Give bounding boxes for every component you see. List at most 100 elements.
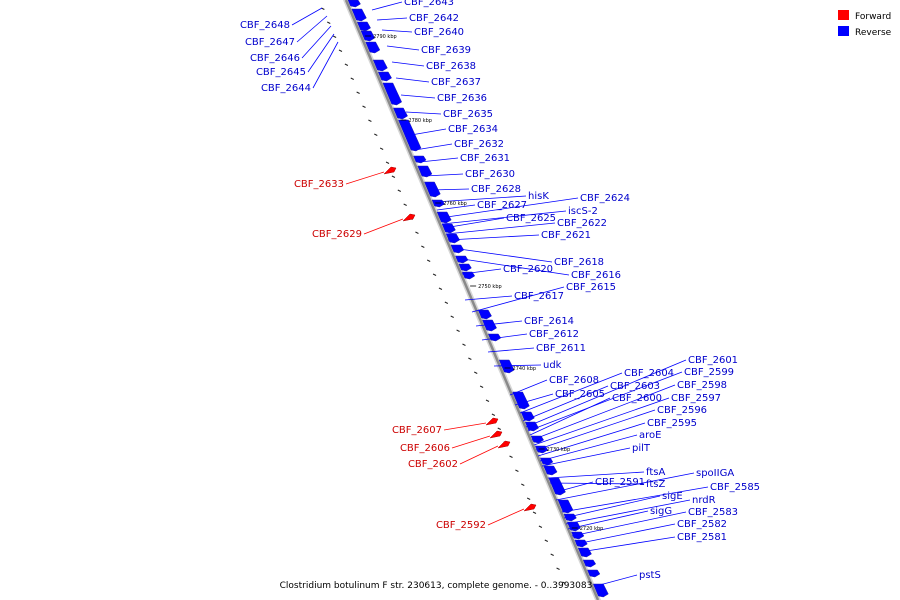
reverse-gene-label[interactable]: aroE xyxy=(639,430,661,441)
reverse-gene-block[interactable] xyxy=(512,391,530,410)
forward-gene-arrow[interactable] xyxy=(402,213,416,222)
reverse-gene-block[interactable] xyxy=(498,359,515,374)
reverse-gene-label[interactable]: ftsZ xyxy=(646,479,665,490)
reverse-gene-block[interactable] xyxy=(574,539,588,548)
forward-gene-arrow[interactable] xyxy=(485,417,499,426)
reverse-gene-label[interactable]: CBF_2647 xyxy=(245,37,295,48)
reverse-gene-label[interactable]: pilT xyxy=(632,443,651,454)
reverse-gene-label[interactable]: CBF_2621 xyxy=(541,230,591,241)
reverse-gene-block[interactable] xyxy=(356,21,371,32)
reverse-gene-label[interactable]: CBF_2648 xyxy=(240,20,290,31)
reverse-gene-block[interactable] xyxy=(557,499,574,514)
reverse-gene-label[interactable]: CBF_2639 xyxy=(421,45,471,56)
reverse-gene-label[interactable]: CBF_2644 xyxy=(261,83,311,94)
reverse-gene-label[interactable]: CBF_2632 xyxy=(454,139,504,150)
reverse-gene-label[interactable]: udk xyxy=(543,360,562,371)
reverse-gene-label[interactable]: CBF_2604 xyxy=(624,368,674,379)
reverse-gene-label[interactable]: iscS-2 xyxy=(568,206,598,217)
reverse-gene-block[interactable] xyxy=(365,41,381,54)
reverse-gene-label[interactable]: CBF_2597 xyxy=(671,393,721,404)
reverse-gene-label[interactable]: CBF_2581 xyxy=(677,532,727,543)
reverse-gene-block[interactable] xyxy=(347,0,361,8)
reverse-gene-label[interactable]: CBF_2627 xyxy=(477,200,527,211)
reverse-gene-label[interactable]: spoIIGA xyxy=(696,468,734,479)
reverse-gene-block[interactable] xyxy=(592,583,609,598)
forward-gene-arrow[interactable] xyxy=(489,430,503,439)
reverse-gene-block[interactable] xyxy=(382,82,403,106)
reverse-gene-block[interactable] xyxy=(587,569,601,578)
reverse-gene-block[interactable] xyxy=(530,435,544,444)
forward-gene-label[interactable]: CBF_2607 xyxy=(392,425,442,436)
reverse-gene-label[interactable]: CBF_2620 xyxy=(503,264,553,275)
forward-gene-label[interactable]: CBF_2629 xyxy=(312,229,362,240)
reverse-gene-label[interactable]: CBF_2612 xyxy=(529,329,579,340)
forward-gene-label[interactable]: CBF_2602 xyxy=(408,459,458,470)
reverse-gene-block[interactable] xyxy=(520,411,535,422)
reverse-gene-label[interactable]: CBF_2595 xyxy=(647,418,697,429)
reverse-gene-label[interactable]: CBF_2596 xyxy=(657,405,707,416)
reverse-gene-block[interactable] xyxy=(377,71,392,82)
reverse-gene-block[interactable] xyxy=(351,8,367,22)
forward-gene-label[interactable]: CBF_2606 xyxy=(400,443,450,454)
reverse-gene-block[interactable] xyxy=(524,421,539,432)
reverse-gene-label[interactable]: CBF_2598 xyxy=(677,380,727,391)
reverse-gene-label[interactable]: CBF_2583 xyxy=(688,507,738,518)
reverse-gene-label[interactable]: hisK xyxy=(528,191,549,202)
reverse-gene-label[interactable]: CBF_2600 xyxy=(612,393,662,404)
reverse-gene-label[interactable]: CBF_2618 xyxy=(554,257,604,268)
reverse-gene-label[interactable]: CBF_2585 xyxy=(710,482,760,493)
reverse-gene-label[interactable]: CBF_2617 xyxy=(514,291,564,302)
forward-gene-label[interactable]: CBF_2633 xyxy=(294,179,344,190)
reverse-gene-label[interactable]: ftsA xyxy=(646,467,665,478)
reverse-gene-label[interactable]: CBF_2615 xyxy=(566,282,616,293)
reverse-gene-label[interactable]: CBF_2625 xyxy=(506,213,556,224)
reverse-gene-block[interactable] xyxy=(372,59,388,72)
reverse-gene-label[interactable]: CBF_2611 xyxy=(536,343,586,354)
reverse-gene-block[interactable] xyxy=(458,263,472,272)
reverse-gene-label[interactable]: nrdR xyxy=(692,495,716,506)
forward-label-leader xyxy=(487,508,525,526)
reverse-gene-block[interactable] xyxy=(543,465,558,476)
reverse-gene-label[interactable]: CBF_2603 xyxy=(610,381,660,392)
reverse-gene-label[interactable]: CBF_2624 xyxy=(580,193,630,204)
forward-gene-arrow[interactable] xyxy=(383,166,397,175)
reverse-gene-block[interactable] xyxy=(534,445,549,454)
reverse-gene-label[interactable]: pstS xyxy=(639,570,661,581)
reverse-gene-label[interactable]: CBF_2614 xyxy=(524,316,574,327)
reverse-gene-block[interactable] xyxy=(445,233,460,244)
reverse-gene-label[interactable]: CBF_2599 xyxy=(684,367,734,378)
reverse-gene-label[interactable]: CBF_2582 xyxy=(677,519,727,530)
reverse-gene-block[interactable] xyxy=(482,319,497,332)
reverse-gene-label[interactable]: sigG xyxy=(650,506,672,517)
reverse-gene-block[interactable] xyxy=(577,547,592,558)
reverse-gene-label[interactable]: CBF_2608 xyxy=(549,375,599,386)
reverse-gene-label[interactable]: CBF_2643 xyxy=(404,0,454,8)
forward-gene-label[interactable]: CBF_2592 xyxy=(436,520,486,531)
reverse-gene-label[interactable]: CBF_2605 xyxy=(555,389,605,400)
reverse-gene-block[interactable] xyxy=(455,255,469,264)
reverse-gene-label[interactable]: CBF_2591 xyxy=(595,477,645,488)
reverse-gene-label[interactable]: CBF_2601 xyxy=(688,355,738,366)
reverse-gene-label[interactable]: CBF_2637 xyxy=(431,77,481,88)
reverse-gene-block[interactable] xyxy=(392,107,408,120)
reverse-gene-label[interactable]: CBF_2634 xyxy=(448,124,498,135)
forward-gene-arrow[interactable] xyxy=(523,503,537,512)
reverse-gene-label[interactable]: CBF_2638 xyxy=(426,61,476,72)
reverse-gene-label[interactable]: CBF_2631 xyxy=(460,153,510,164)
reverse-gene-block[interactable] xyxy=(582,559,597,568)
reverse-gene-label[interactable]: CBF_2616 xyxy=(571,270,621,281)
reverse-gene-label[interactable]: CBF_2635 xyxy=(443,109,493,120)
reverse-gene-block[interactable] xyxy=(477,309,492,320)
reverse-gene-label[interactable]: CBF_2622 xyxy=(557,218,607,229)
reverse-gene-label[interactable]: CBF_2642 xyxy=(409,13,459,24)
reverse-gene-label[interactable]: CBF_2630 xyxy=(465,169,515,180)
gene-labels[interactable]: CBF_2648 CBF_2647 CBF_2646 CBF_2645 CBF_2644… xyxy=(240,0,760,581)
reverse-gene-block[interactable] xyxy=(424,181,441,198)
reverse-gene-label[interactable]: sigE xyxy=(662,491,683,502)
reverse-gene-label[interactable]: CBF_2628 xyxy=(471,184,521,195)
reverse-gene-label[interactable]: CBF_2636 xyxy=(437,93,487,104)
reverse-gene-label[interactable]: CBF_2640 xyxy=(414,27,464,38)
reverse-gene-label[interactable]: CBF_2646 xyxy=(250,53,300,64)
forward-gene-arrow[interactable] xyxy=(497,440,511,449)
reverse-gene-label[interactable]: CBF_2645 xyxy=(256,67,306,78)
